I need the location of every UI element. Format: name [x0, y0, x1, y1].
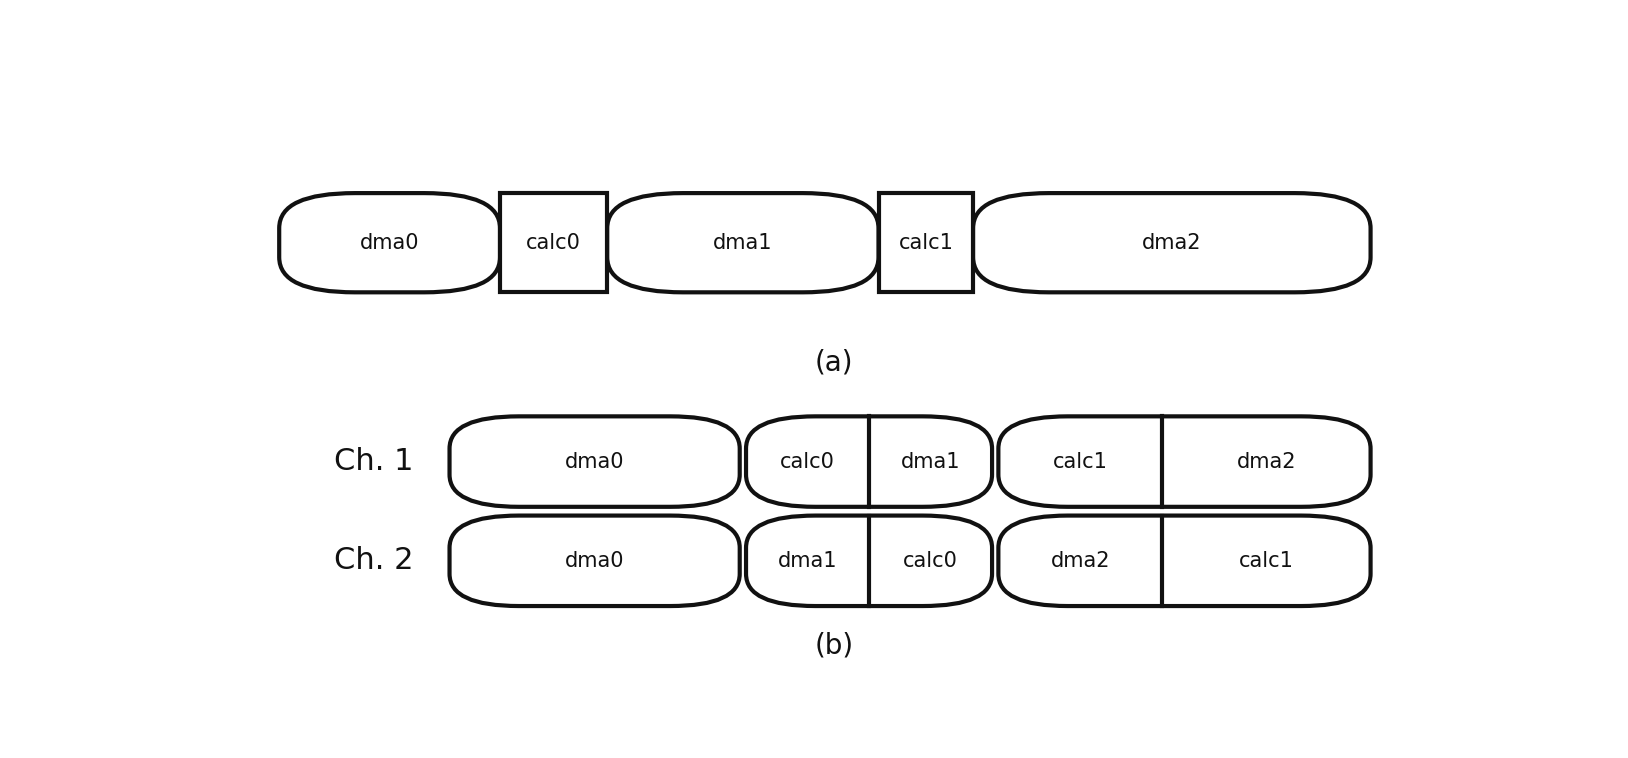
FancyBboxPatch shape [998, 515, 1371, 606]
Text: (a): (a) [816, 349, 853, 377]
Text: dma0: dma0 [565, 551, 625, 571]
Text: calc0: calc0 [904, 551, 957, 571]
Text: dma0: dma0 [565, 452, 625, 471]
FancyBboxPatch shape [449, 416, 739, 507]
FancyBboxPatch shape [998, 416, 1371, 507]
Text: calc0: calc0 [780, 452, 835, 471]
Text: calc1: calc1 [1053, 452, 1107, 471]
Text: dma2: dma2 [1050, 551, 1110, 571]
Text: dma0: dma0 [360, 233, 420, 252]
FancyBboxPatch shape [746, 515, 991, 606]
Text: dma2: dma2 [1143, 233, 1201, 252]
Text: dma2: dma2 [1237, 452, 1296, 471]
Text: (b): (b) [814, 631, 855, 659]
FancyBboxPatch shape [280, 193, 500, 293]
Text: calc0: calc0 [526, 233, 581, 252]
Text: dma1: dma1 [900, 452, 961, 471]
Text: Ch. 1: Ch. 1 [334, 447, 414, 476]
Text: calc1: calc1 [1239, 551, 1294, 571]
Text: calc1: calc1 [899, 233, 954, 252]
FancyBboxPatch shape [746, 416, 991, 507]
Text: dma1: dma1 [778, 551, 837, 571]
FancyBboxPatch shape [607, 193, 879, 293]
FancyBboxPatch shape [974, 193, 1371, 293]
FancyBboxPatch shape [449, 515, 739, 606]
Bar [879, 193, 974, 293]
Text: dma1: dma1 [713, 233, 773, 252]
Bar [500, 193, 607, 293]
Text: Ch. 2: Ch. 2 [334, 547, 414, 575]
